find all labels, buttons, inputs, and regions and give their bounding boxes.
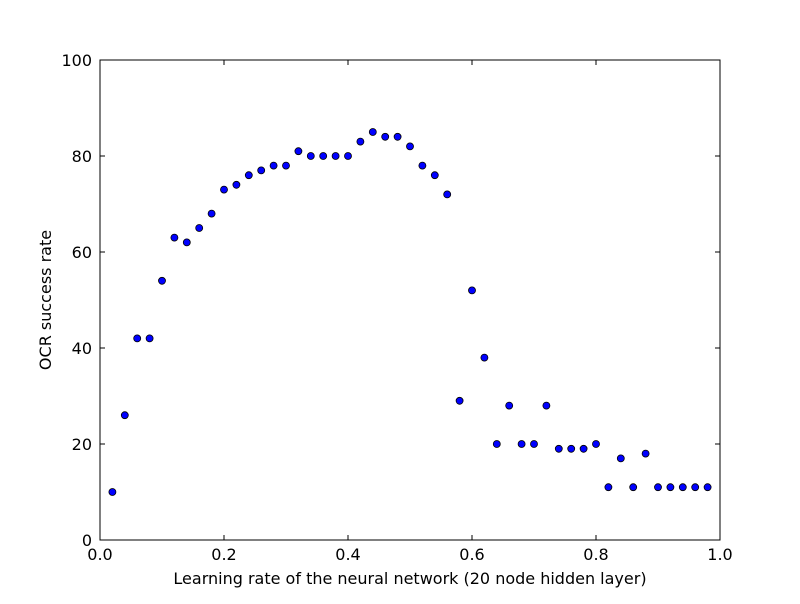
x-tick-label: 0.2 [211, 545, 236, 564]
data-point [306, 152, 315, 160]
data-point [703, 483, 712, 492]
data-point [468, 286, 476, 295]
data-point [492, 440, 501, 448]
data-point [579, 444, 588, 453]
data-point [480, 353, 489, 362]
data-point [257, 166, 266, 175]
data-point [108, 488, 117, 496]
data-point [381, 132, 390, 141]
data-point [220, 185, 228, 194]
data-point [120, 411, 129, 420]
x-tick-label: 0.8 [583, 545, 608, 564]
data-point [195, 224, 204, 232]
x-tick-label: 0.0 [87, 545, 112, 564]
data-point [170, 233, 179, 242]
y-tick-label: 40 [72, 339, 92, 358]
data-point [505, 401, 514, 410]
data-point [443, 190, 452, 199]
plot-area [99, 59, 721, 541]
data-point [530, 440, 538, 448]
data-point [641, 449, 650, 458]
data-point [282, 161, 290, 170]
data-point [331, 152, 340, 160]
data-point [356, 137, 365, 146]
y-tick-label: 0 [82, 531, 92, 550]
data-point [430, 171, 439, 180]
data-point [368, 128, 377, 136]
data-points [108, 128, 712, 496]
y-tick-label: 60 [72, 243, 92, 262]
data-point [517, 440, 526, 448]
data-point [232, 180, 241, 189]
data-point [319, 152, 328, 160]
data-point [616, 454, 625, 463]
data-point [592, 440, 600, 448]
data-point [678, 483, 687, 492]
data-point [158, 276, 166, 285]
x-axis-label: Learning rate of the neural network (20 … [173, 569, 646, 588]
data-point [418, 161, 427, 170]
axis-ticks: 0.0 0.2 0.4 0.6 0.8 1.0 0 20 40 60 80 100 [61, 51, 732, 564]
data-point [691, 483, 700, 492]
data-point [406, 142, 414, 151]
data-point [567, 444, 576, 453]
y-tick-label: 100 [61, 51, 92, 70]
data-point [294, 147, 303, 156]
data-point [542, 401, 551, 410]
y-tick-label: 20 [72, 435, 92, 454]
y-tick-label: 80 [72, 147, 92, 166]
x-tick-label: 0.4 [335, 545, 360, 564]
x-tick-label: 1.0 [707, 545, 732, 564]
data-point [604, 483, 613, 492]
data-point [182, 238, 191, 247]
data-point [455, 396, 464, 405]
data-point [629, 483, 638, 492]
data-point [344, 152, 352, 160]
data-point [207, 209, 216, 218]
data-point [654, 483, 662, 492]
data-point [244, 171, 253, 180]
data-point [133, 334, 142, 343]
data-point [269, 161, 278, 170]
x-tick-label: 0.6 [459, 545, 484, 564]
data-point [666, 483, 675, 492]
data-point [554, 444, 563, 453]
data-point [393, 132, 402, 141]
y-axis-label: OCR success rate [36, 230, 55, 370]
data-point [145, 334, 154, 343]
